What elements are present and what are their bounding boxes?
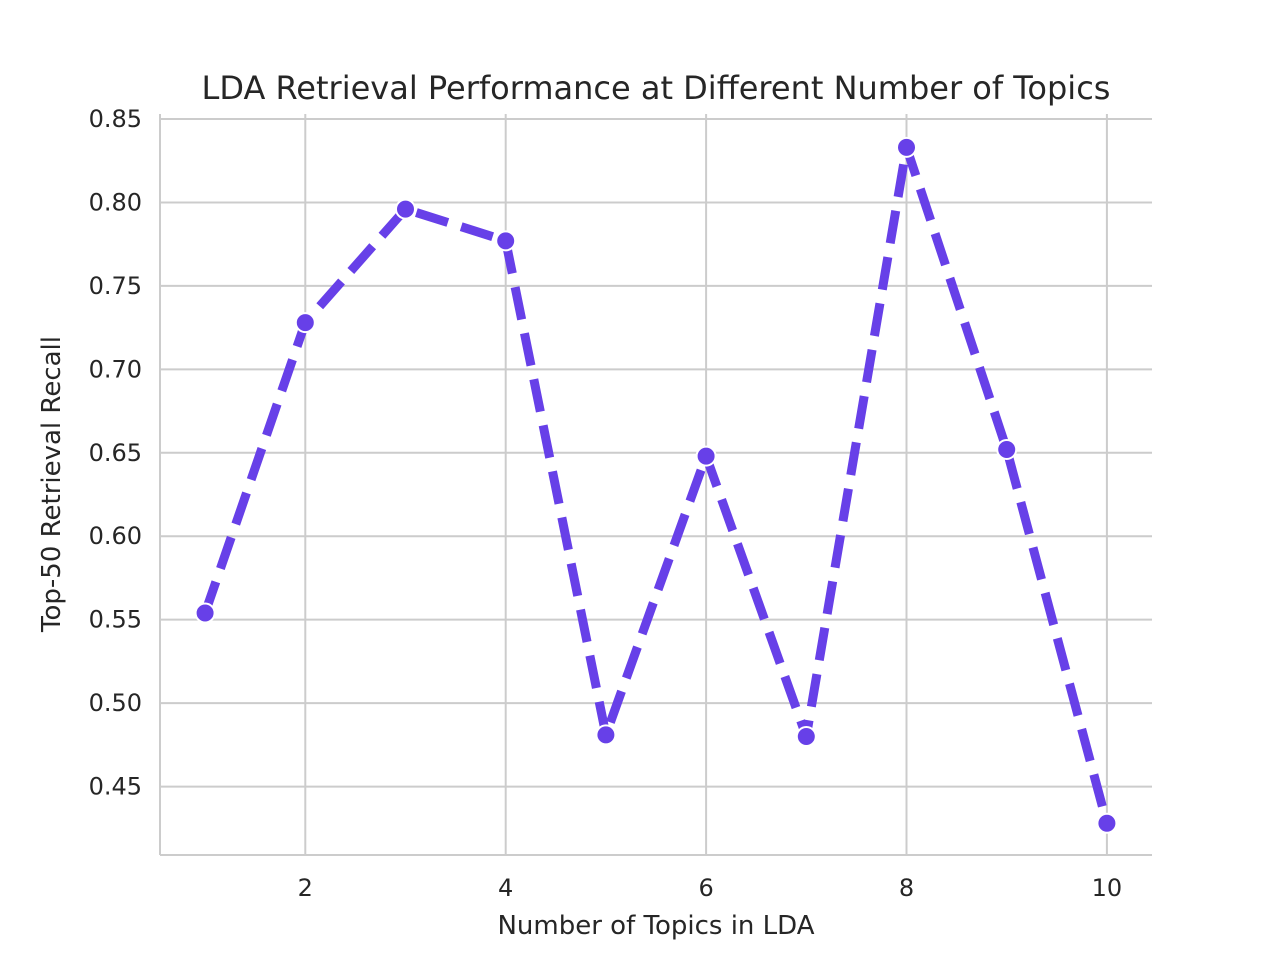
data-point xyxy=(595,724,617,746)
y-tick-label: 0.75 xyxy=(89,272,142,300)
data-point xyxy=(896,136,918,158)
grid xyxy=(160,114,1152,855)
y-tick-labels: 0.45 0.50 0.55 0.60 0.65 0.70 0.75 0.80 0.85 xyxy=(89,105,142,801)
y-tick-label: 0.65 xyxy=(89,439,142,467)
data-point xyxy=(795,726,817,748)
x-tick-label: 2 xyxy=(298,874,313,902)
y-tick-label: 0.60 xyxy=(89,522,142,550)
data-point xyxy=(695,445,717,467)
y-tick-label: 0.55 xyxy=(89,606,142,634)
x-axis-label: Number of Topics in LDA xyxy=(497,911,814,941)
series xyxy=(194,136,1118,834)
data-point xyxy=(495,230,517,252)
y-tick-label: 0.80 xyxy=(89,188,142,216)
x-tick-label: 10 xyxy=(1092,874,1123,902)
series-line xyxy=(200,142,1112,825)
data-point xyxy=(294,312,316,334)
axes-spines xyxy=(159,114,1152,856)
data-point xyxy=(996,438,1018,460)
x-tick-label: 4 xyxy=(498,874,513,902)
y-axis-label: Top-50 Retrieval Recall xyxy=(37,336,67,633)
data-point xyxy=(1096,812,1118,834)
data-point xyxy=(394,198,416,220)
data-point xyxy=(194,602,216,624)
y-tick-label: 0.50 xyxy=(89,689,142,717)
x-tick-label: 8 xyxy=(899,874,914,902)
y-tick-label: 0.45 xyxy=(89,773,142,801)
chart-title: LDA Retrieval Performance at Different N… xyxy=(202,69,1111,107)
y-tick-label: 0.85 xyxy=(89,105,142,133)
y-tick-label: 0.70 xyxy=(89,355,142,383)
x-tick-labels: 2 4 6 8 10 xyxy=(298,874,1123,902)
x-tick-label: 6 xyxy=(698,874,713,902)
